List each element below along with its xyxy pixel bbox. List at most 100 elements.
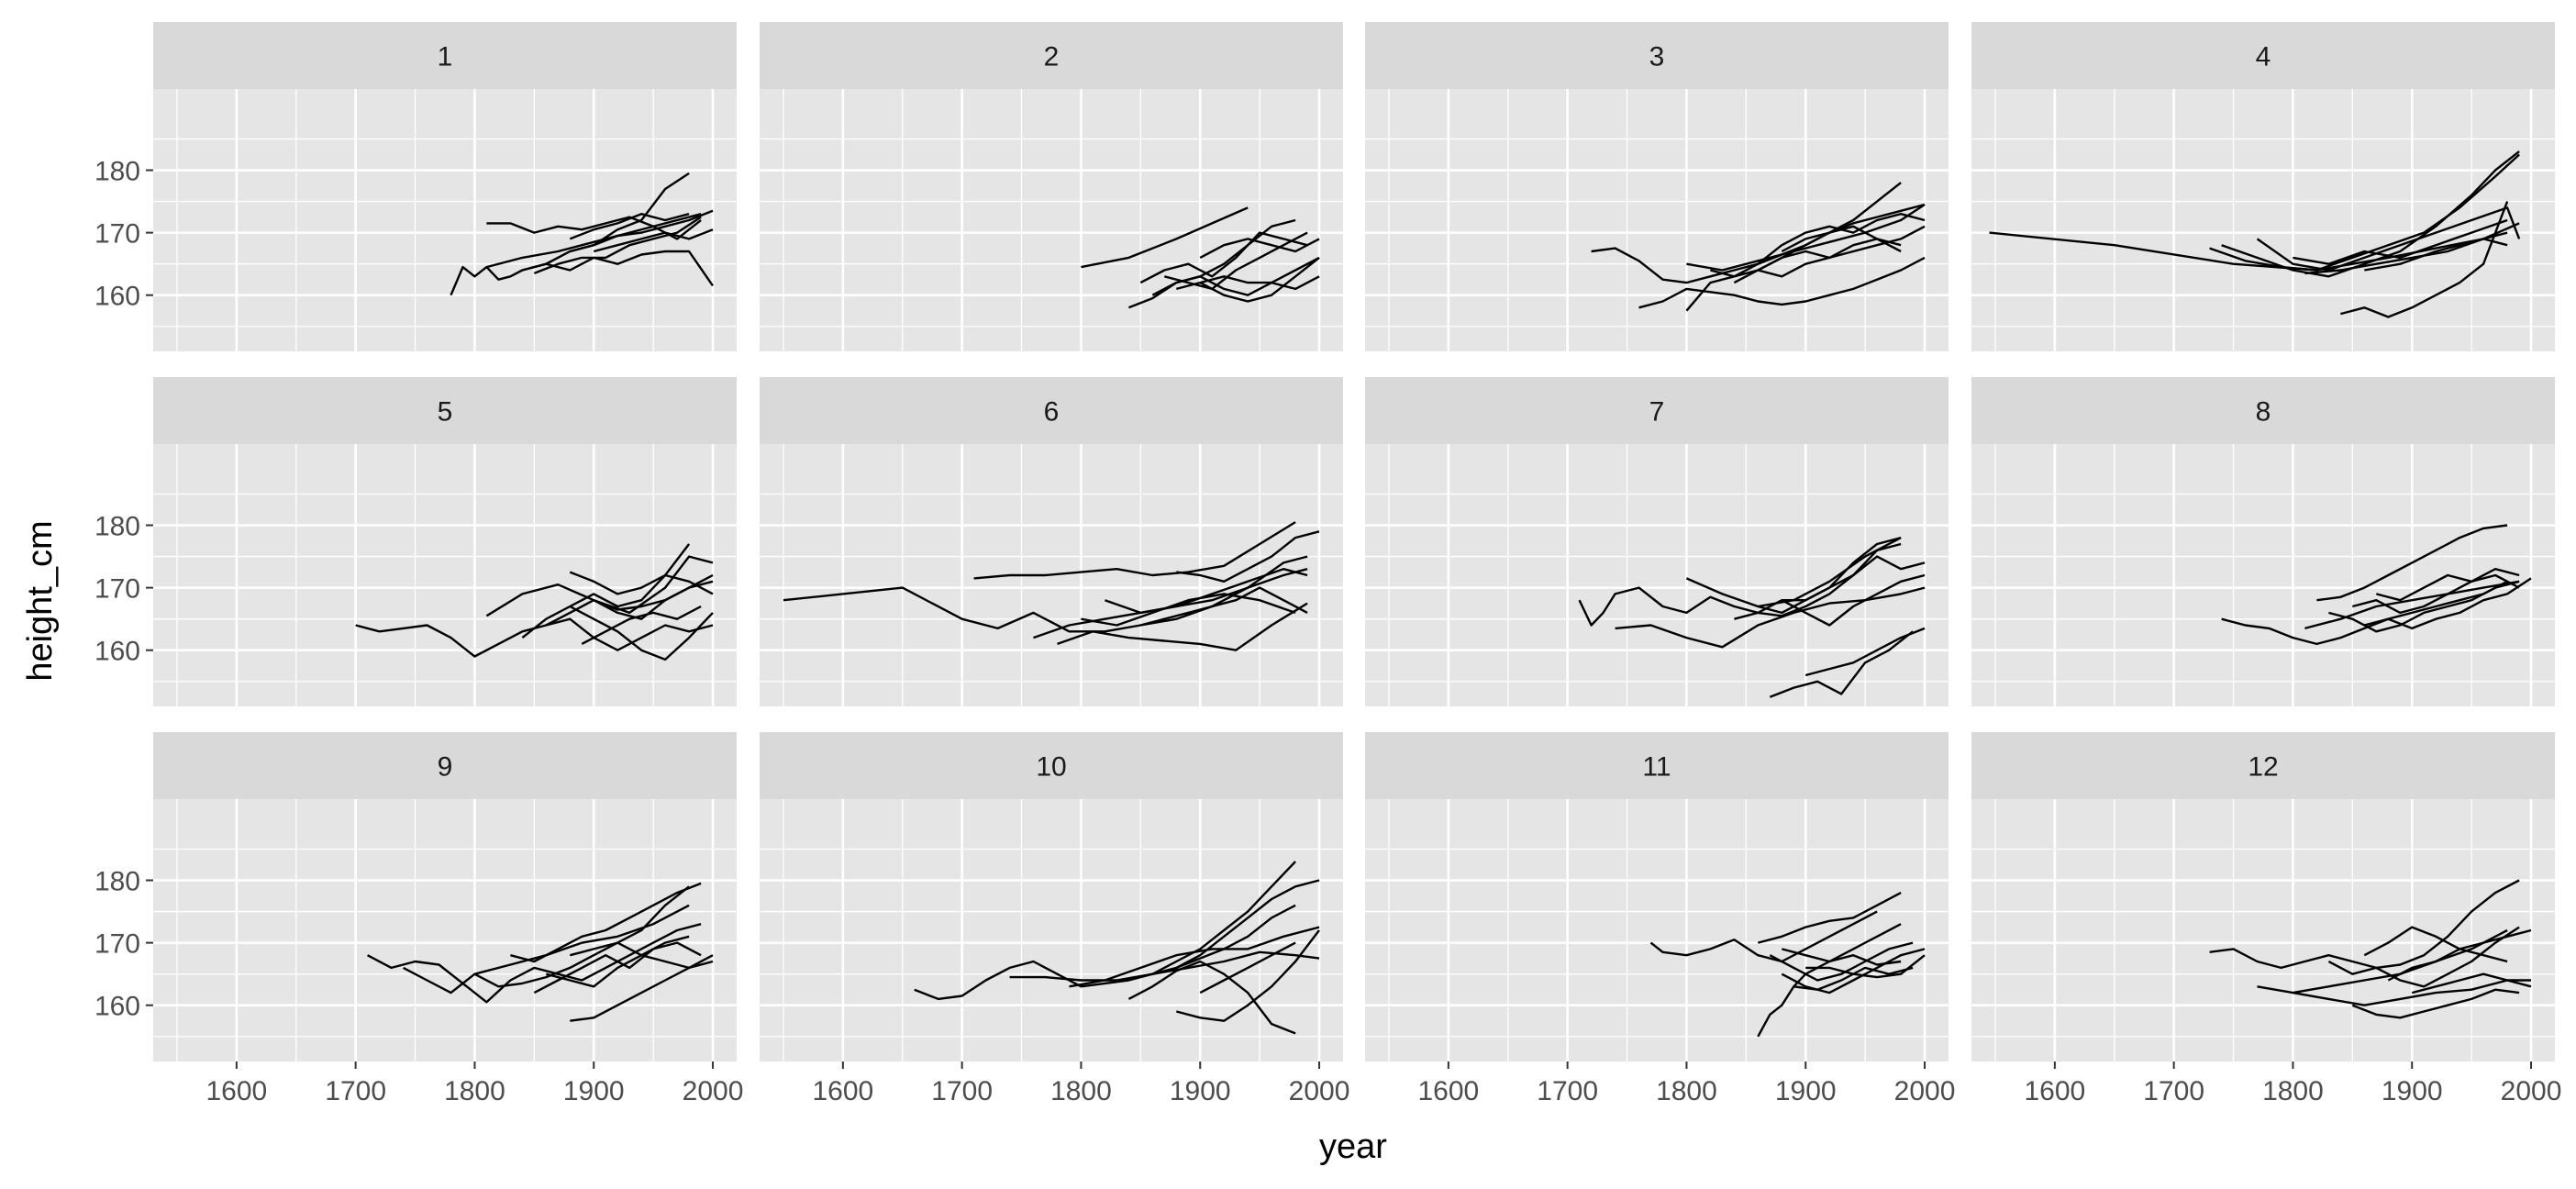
series-line-7 <box>2387 928 2532 982</box>
facet-strip-label: 4 <box>2256 42 2271 72</box>
facet-panel-4: 4 <box>1971 22 2555 351</box>
series-line-6 <box>569 605 714 661</box>
panel-background <box>760 799 1343 1061</box>
facet-strip-label: 2 <box>1044 42 1060 72</box>
x-tick-label: 1600 <box>1417 1076 1479 1106</box>
series-line-8 <box>1781 225 1902 253</box>
x-tick-label: 1900 <box>1170 1076 1231 1106</box>
panel-background <box>1971 89 2555 351</box>
series-line-3 <box>2304 580 2520 630</box>
panel-background <box>1971 444 2555 706</box>
series-line-6 <box>1781 948 1902 966</box>
series-line-4 <box>2328 580 2520 633</box>
facet-strip-label: 5 <box>438 397 453 428</box>
facet-panel-2: 2 <box>760 22 1343 351</box>
x-tick-label: 1600 <box>205 1076 267 1106</box>
x-tick-label: 1800 <box>444 1076 505 1106</box>
series-line-6 <box>1769 630 1914 698</box>
series-line-8 <box>1805 954 1926 979</box>
series-line-1 <box>1578 536 1902 627</box>
x-tick-label: 1600 <box>812 1076 873 1106</box>
series-line-2 <box>403 885 690 995</box>
facet-strip <box>760 732 1343 799</box>
y-tick-label: 180 <box>94 867 140 897</box>
series-line-3 <box>521 543 691 639</box>
series-line-4 <box>2256 206 2521 272</box>
panel-background <box>1971 799 2555 1061</box>
series-line-8 <box>545 935 690 988</box>
series-line-5 <box>1081 593 1296 627</box>
facet-panel-5: 5 160 170 180 <box>94 377 737 706</box>
series-line-1 <box>367 923 702 1004</box>
series-line-8 <box>1199 941 1296 995</box>
x-tick-label: 2000 <box>1894 1076 1956 1106</box>
facet-strip <box>153 377 737 444</box>
series-line-5 <box>1757 555 1926 615</box>
series-line-4 <box>1127 960 1296 1035</box>
facet-strip <box>760 377 1343 444</box>
series-line-5 <box>2351 988 2520 1019</box>
facet-strip-label: 8 <box>2256 397 2271 428</box>
series-line-6 <box>545 250 714 287</box>
y-tick-label: 170 <box>94 219 140 250</box>
facet-strip <box>1365 377 1949 444</box>
y-axis-title: height_cm <box>21 520 60 681</box>
series-line-8 <box>1199 256 1320 303</box>
facet-strip <box>1971 377 2555 444</box>
y-tick-label: 180 <box>94 157 140 187</box>
series-line-1 <box>1649 910 1878 963</box>
series-line-5 <box>1163 231 1308 291</box>
facet-strip-label: 1 <box>438 42 453 72</box>
facet-panel-10: 10 1600 1700 1800 1900 2000 <box>760 732 1349 1106</box>
series-line-3 <box>486 213 702 269</box>
x-tick-label: 1800 <box>1050 1076 1112 1106</box>
series-line-8 <box>2411 972 2531 995</box>
facet-strip <box>153 732 737 799</box>
series-line-7 <box>1781 573 1926 627</box>
series-line-6 <box>2363 577 2532 630</box>
facet-panel-6: 6 <box>760 377 1343 706</box>
facet-panel-9: 9 160 170 180 1600 1700 1800 1900 2000 <box>94 732 743 1106</box>
y-tick-label: 180 <box>94 512 140 542</box>
facet-strip-label: 7 <box>1649 397 1665 428</box>
facet-strip <box>1971 22 2555 89</box>
panel-background <box>760 89 1343 351</box>
panel-background <box>153 799 737 1061</box>
facet-strip <box>760 22 1343 89</box>
x-tick-label: 2000 <box>2501 1076 2562 1106</box>
panel-background <box>153 444 737 706</box>
series-line-4 <box>1734 542 1902 620</box>
x-tick-label: 1700 <box>2143 1076 2204 1106</box>
y-tick-label: 170 <box>94 574 140 605</box>
series-line-6 <box>1733 238 1902 284</box>
series-line-3 <box>474 904 690 975</box>
series-line-2 <box>973 521 1296 580</box>
series-line-8 <box>2364 231 2508 272</box>
series-line-7 <box>1175 904 1296 970</box>
facet-strip <box>1365 22 1949 89</box>
x-tick-label: 1900 <box>563 1076 625 1106</box>
series-line-1 <box>2209 879 2520 970</box>
series-line-7 <box>1139 586 1308 627</box>
facet-panel-12: 12 1600 1700 1800 1900 2000 <box>1971 732 2561 1106</box>
series-line-5 <box>2293 218 2508 265</box>
series-line-1 <box>914 861 1296 1001</box>
facet-strip <box>153 22 737 89</box>
series-line-2 <box>1615 586 1926 649</box>
panel-background <box>1365 799 1949 1061</box>
x-tick-label: 1800 <box>2262 1076 2324 1106</box>
facet-strip-label: 9 <box>438 752 453 783</box>
series-line-3 <box>2221 150 2520 278</box>
x-tick-label: 1600 <box>2024 1076 2085 1106</box>
series-line-4 <box>1686 203 1926 272</box>
series-line-4 <box>522 209 714 272</box>
x-tick-label: 1700 <box>325 1076 386 1106</box>
series-line-3 <box>1757 892 1902 944</box>
series-line-8 <box>1804 627 1926 677</box>
series-line-5 <box>1781 948 1926 995</box>
series-line-8 <box>1176 530 1320 583</box>
facet-strip-label: 11 <box>1642 752 1671 783</box>
series-line-6 <box>1105 568 1308 615</box>
series-line-3 <box>1069 926 1320 988</box>
